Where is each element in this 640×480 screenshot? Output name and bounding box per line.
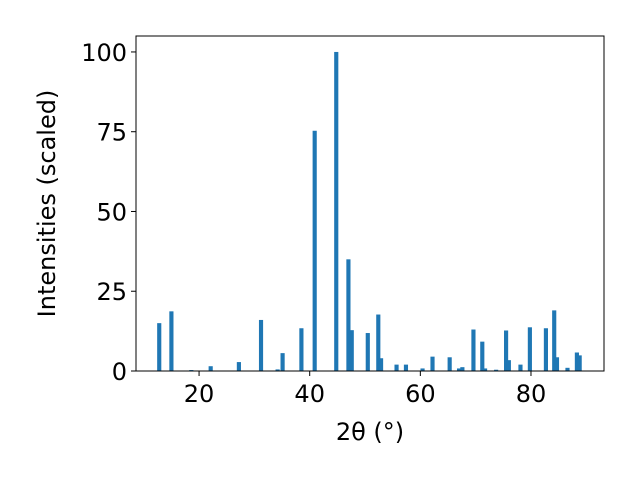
bar-23 bbox=[471, 329, 476, 371]
y-tick-label-1: 25 bbox=[96, 278, 127, 306]
bar-19 bbox=[430, 356, 435, 371]
y-tick-label-4: 100 bbox=[81, 39, 127, 67]
bar-30 bbox=[527, 327, 532, 371]
bar-8 bbox=[299, 328, 304, 371]
x-tick-label-0: 20 bbox=[184, 380, 215, 408]
bar-7 bbox=[280, 353, 285, 371]
x-tick-label-3: 80 bbox=[516, 380, 547, 408]
y-axis-ticks: 0 25 50 75 100 bbox=[81, 39, 136, 386]
bar-18 bbox=[420, 368, 425, 371]
plot-frame bbox=[135, 35, 605, 372]
bar-24 bbox=[480, 341, 485, 371]
bar-17 bbox=[403, 364, 409, 371]
x-tick-label-2: 60 bbox=[405, 380, 436, 408]
bar-4 bbox=[236, 362, 241, 371]
bar-34 bbox=[565, 367, 570, 371]
bar-31 bbox=[543, 328, 548, 371]
bar-25 bbox=[482, 368, 488, 371]
bar-series bbox=[157, 51, 582, 371]
bar-26 bbox=[494, 369, 499, 371]
x-tick-label-1: 40 bbox=[294, 380, 325, 408]
bar-14 bbox=[376, 314, 381, 371]
bar-33 bbox=[554, 357, 560, 371]
bar-35 bbox=[574, 352, 579, 371]
bar-9 bbox=[312, 130, 317, 371]
bar-6 bbox=[275, 369, 280, 371]
x-axis-label: 2θ (°) bbox=[336, 418, 404, 446]
bar-12 bbox=[349, 330, 354, 371]
bar-1 bbox=[169, 311, 174, 371]
bar-16 bbox=[394, 364, 399, 371]
x-axis-ticks: 20 40 60 80 bbox=[184, 371, 546, 408]
bar-20 bbox=[447, 357, 452, 371]
y-axis-label: Intensities (scaled) bbox=[33, 90, 61, 318]
bar-11 bbox=[346, 259, 351, 371]
bar-3 bbox=[208, 366, 213, 371]
y-tick-label-2: 50 bbox=[96, 198, 127, 226]
bar-32 bbox=[552, 310, 557, 371]
bar-15 bbox=[378, 358, 384, 371]
y-tick-label-3: 75 bbox=[96, 119, 127, 147]
bar-29 bbox=[518, 364, 523, 371]
bar-0 bbox=[157, 323, 162, 371]
bar-27 bbox=[504, 330, 509, 371]
y-tick-label-0: 0 bbox=[112, 358, 127, 386]
bar-21 bbox=[456, 368, 462, 371]
bar-5 bbox=[258, 319, 264, 371]
bar-22 bbox=[460, 367, 465, 371]
bar-13 bbox=[365, 333, 370, 371]
bar-28 bbox=[506, 360, 511, 371]
bar-36 bbox=[577, 355, 582, 371]
bar-10 bbox=[334, 51, 339, 371]
